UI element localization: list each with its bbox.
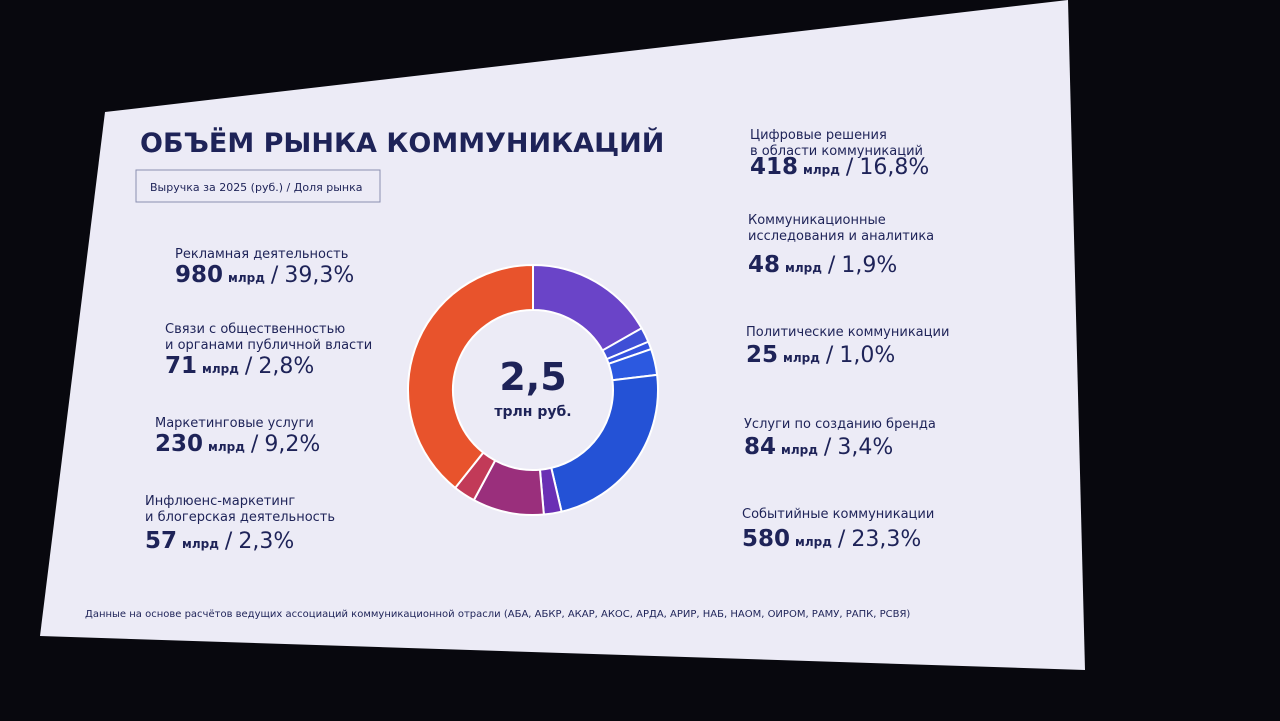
value-label: 418 млрд /16,8%: [750, 154, 929, 180]
share: 39,3%: [284, 263, 354, 288]
value-label: 230 млрд /9,2%: [155, 431, 320, 457]
value-label: 84 млрд /3,4%: [744, 434, 893, 460]
footnote: Данные на основе расчётов ведущих ассоци…: [85, 609, 910, 620]
unit: млрд: [803, 163, 840, 177]
category-label: и блогерская деятельность: [145, 510, 335, 525]
separator: /: [846, 155, 854, 180]
unit: млрд: [208, 440, 245, 454]
value-label: 48 млрд /1,9%: [748, 252, 897, 278]
category-label: Политические коммуникации: [746, 325, 949, 340]
value-label: 57 млрд /2,3%: [145, 528, 294, 554]
category-label: в области коммуникаций: [750, 144, 923, 159]
amount: 71: [165, 353, 197, 379]
unit: млрд: [795, 535, 832, 549]
share: 23,3%: [851, 527, 921, 552]
category-label: Маркетинговые услуги: [155, 416, 314, 431]
share: 1,0%: [839, 343, 895, 368]
legend-text: Выручка за 2025 (руб.) / Доля рынка: [150, 181, 362, 194]
screen: [40, 0, 1085, 670]
share: 9,2%: [264, 432, 320, 457]
legend-box: [135, 169, 381, 203]
unit: млрд: [783, 351, 820, 365]
separator: /: [225, 529, 233, 554]
unit: млрд: [182, 537, 219, 551]
unit: млрд: [202, 362, 239, 376]
donut-segment: [407, 263, 534, 490]
separator: /: [838, 527, 846, 552]
legend-sep: /: [287, 181, 291, 194]
center-value: 2,5: [499, 355, 566, 399]
category-label: Услуги по созданию бренда: [744, 417, 936, 432]
separator: /: [828, 253, 836, 278]
unit: млрд: [785, 261, 822, 275]
chart-title: ОБЪЁМ РЫНКА КОММУНИКАЦИЙ: [140, 127, 664, 159]
separator: /: [826, 343, 834, 368]
share: 16,8%: [859, 155, 929, 180]
unit: млрд: [781, 443, 818, 457]
category-label: Коммуникационные: [748, 213, 886, 228]
category-label: Событийные коммуникации: [742, 507, 934, 522]
separator: /: [245, 354, 253, 379]
amount: 48: [748, 252, 780, 278]
category-label: Рекламная деятельность: [175, 247, 348, 262]
amount: 418: [750, 154, 798, 180]
donut: [407, 263, 659, 516]
unit: млрд: [228, 271, 265, 285]
value-label: 71 млрд /2,8%: [165, 353, 314, 379]
legend-right: Доля рынка: [294, 181, 363, 194]
value-label: 580 млрд /23,3%: [742, 526, 921, 552]
legend-left: Выручка за 2025 (руб.): [150, 181, 283, 194]
center-unit: трлн руб.: [494, 404, 571, 420]
amount: 230: [155, 431, 203, 457]
amount: 84: [744, 434, 776, 460]
amount: 580: [742, 526, 790, 552]
value-label: 980 млрд /39,3%: [175, 262, 354, 288]
category-label: Связи с общественностью: [165, 322, 345, 337]
share: 2,3%: [238, 529, 294, 554]
separator: /: [271, 263, 279, 288]
category-label: Цифровые решения: [750, 128, 887, 143]
category-label: Инфлюенс-маркетинг: [145, 494, 295, 509]
value-label: 25 млрд /1,0%: [746, 342, 895, 368]
category-label: исследования и аналитика: [748, 229, 934, 244]
separator: /: [251, 432, 259, 457]
separator: /: [824, 435, 832, 460]
share: 2,8%: [258, 354, 314, 379]
amount: 25: [746, 342, 778, 368]
category-label: и органами публичной власти: [165, 338, 372, 353]
share: 1,9%: [841, 253, 897, 278]
amount: 980: [175, 262, 223, 288]
amount: 57: [145, 528, 177, 554]
share: 3,4%: [837, 435, 893, 460]
